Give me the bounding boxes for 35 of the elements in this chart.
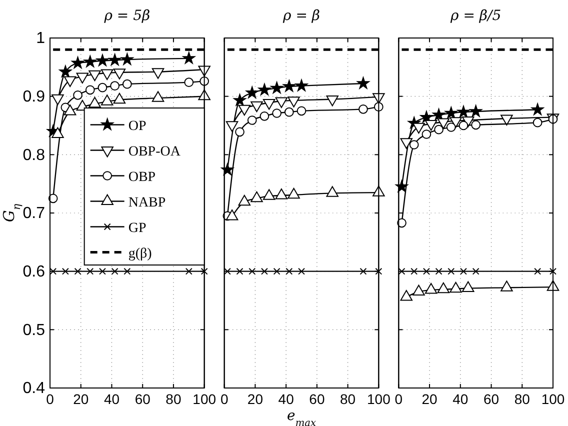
- y-tick-label: 0.5: [22, 322, 46, 339]
- y-tick-label: 0.9: [22, 88, 46, 106]
- x-tick-label: 40: [104, 390, 120, 407]
- x-tick-label: 100: [366, 390, 391, 407]
- legend-label: NABP: [128, 195, 166, 210]
- x-tick-label: 60: [483, 390, 500, 407]
- x-tick-label: 40: [278, 390, 294, 407]
- legend-label: g(β): [128, 246, 152, 262]
- x-tick-label: 0: [46, 390, 54, 407]
- chart-title: ρ = 5β: [103, 8, 150, 24]
- y-tick-label: 0.6: [22, 263, 46, 280]
- legend-label: OP: [128, 118, 146, 134]
- legend-label: OBP: [128, 170, 156, 185]
- x-tick-label: 60: [134, 390, 151, 407]
- x-tick-label: 20: [247, 390, 264, 407]
- chart-title: ρ = β: [282, 8, 320, 24]
- chart-title: ρ = β/5: [450, 8, 502, 24]
- legend-label: OBP-OA: [128, 144, 182, 160]
- x-tick-label: 20: [422, 390, 438, 407]
- y-tick-label: 0.8: [22, 146, 46, 164]
- legend-label: GP: [128, 220, 146, 236]
- x-tick-label: 100: [192, 390, 216, 407]
- x-tick-label: 80: [514, 390, 530, 407]
- x-tick-label: 80: [340, 390, 356, 407]
- y-tick-label: 0.7: [22, 205, 46, 222]
- x-tick-label: 60: [309, 390, 325, 407]
- x-tick-label: 0: [220, 390, 228, 407]
- x-tick-label: 80: [166, 390, 182, 407]
- y-tick-label: 1: [36, 30, 46, 48]
- x-tick-label: 100: [541, 390, 565, 407]
- y-tick-label: 0.4: [22, 380, 46, 398]
- x-tick-label: 0: [394, 390, 403, 407]
- x-tick-label: 20: [73, 390, 89, 407]
- x-axis-title: e$_{max}$: [287, 408, 316, 426]
- x-tick-label: 40: [452, 390, 468, 407]
